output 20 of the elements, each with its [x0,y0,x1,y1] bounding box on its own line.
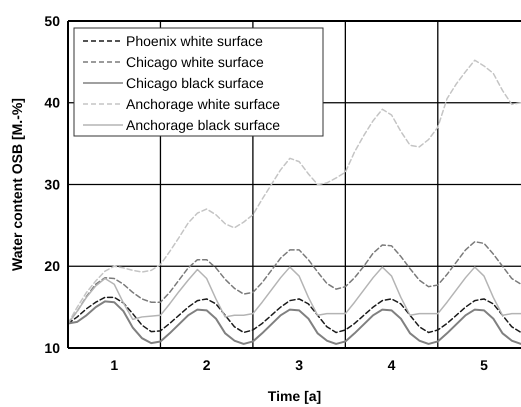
legend-label: Chicago white surface [126,54,264,70]
y-axis-title: Water content OSB [M.-%] [9,98,25,271]
legend-label: Anchorage white surface [126,96,280,112]
x-tick-label: 3 [295,357,304,373]
x-tick-label: 1 [110,357,118,373]
x-tick-label: 4 [388,357,396,373]
x-tick-label: 5 [480,357,488,373]
legend-label: Chicago black surface [126,74,264,91]
legend-label: Anchorage black surface [126,116,280,133]
x-axis-title: Time [a] [268,388,322,404]
x-tick-label: 2 [202,357,211,373]
y-tick-label: 10 [44,340,60,356]
line-series [67,266,521,324]
y-tick-label: 50 [44,12,60,29]
line-series [67,296,521,334]
y-tick-label: 20 [44,258,60,274]
y-tick-label: 40 [44,94,60,111]
legend-label: Phoenix white surface [126,32,264,49]
y-tick-label: 30 [44,176,60,192]
line-series [67,300,521,345]
